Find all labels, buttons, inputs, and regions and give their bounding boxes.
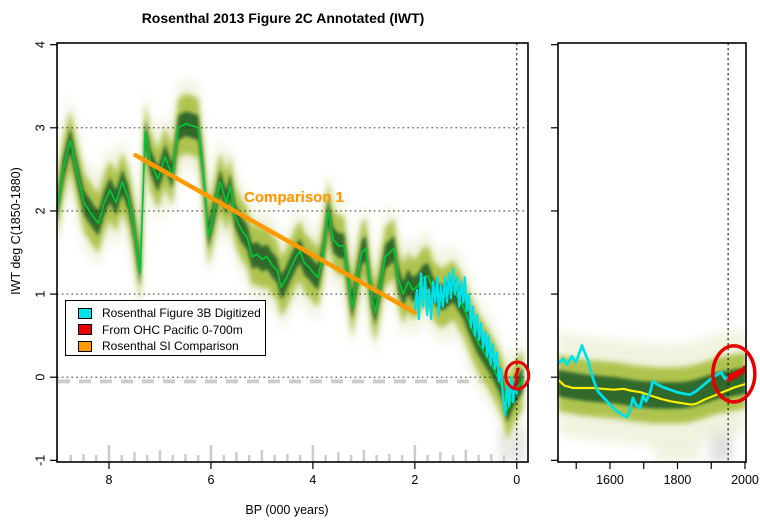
x-tick-label: 1600: [596, 473, 624, 487]
ohc-pacific-line-right: [726, 365, 746, 382]
y-tick-label: -1: [33, 455, 47, 466]
x-tick-label: 2000: [731, 473, 759, 487]
cyan-swatch-icon: [78, 307, 92, 319]
y-tick-label: 2: [33, 207, 47, 214]
holocene-panel: [57, 43, 528, 462]
x-tick-label: 8: [106, 473, 113, 487]
x-tick-label: 4: [309, 473, 316, 487]
legend-item: Rosenthal SI Comparison: [66, 338, 265, 355]
x-axis-title: BP (000 years): [245, 503, 329, 517]
rosenthal-3b-digitized-line: [413, 268, 518, 416]
y-tick-label: 1: [33, 291, 47, 298]
uncertainty-band-inner: [57, 111, 523, 423]
x-tick-label: 6: [207, 473, 214, 487]
red-circle-annotation: [711, 344, 757, 404]
x-tick-label: 1800: [664, 473, 692, 487]
legend-item-label: Rosenthal SI Comparison: [102, 339, 239, 354]
instrumental-yellow-line: [558, 378, 746, 406]
y-tick-label: 3: [33, 124, 47, 131]
legend-item-label: From OHC Pacific 0-700m: [102, 322, 243, 337]
y-axis-title: IWT deg C(1850-1880): [9, 167, 23, 295]
si-comparison-line: [133, 152, 418, 315]
rosenthal-3b-digitized-line-right: [558, 344, 742, 419]
panel-border: [56, 42, 529, 463]
x-tick-label: 0: [513, 473, 520, 487]
instrumental-panel: [558, 43, 746, 462]
orange-swatch-icon: [78, 340, 92, 352]
panel-border: [557, 42, 747, 463]
comparison-annotation: Comparison 1: [244, 189, 345, 206]
legend-item-label: Rosenthal Figure 3B Digitized: [102, 306, 261, 321]
chart-title: Rosenthal 2013 Figure 2C Annotated (IWT): [141, 10, 425, 26]
y-tick-label: 0: [33, 374, 47, 381]
legend-item: From OHC Pacific 0-700m: [66, 322, 265, 339]
x-tick-label: 2: [411, 473, 418, 487]
legend: Rosenthal Figure 3B Digitized From OHC P…: [65, 300, 266, 356]
red-swatch-icon: [78, 324, 92, 336]
ohc-pacific-line: [513, 367, 520, 389]
y-tick-label: 4: [33, 41, 47, 48]
legend-item: Rosenthal Figure 3B Digitized: [66, 305, 265, 322]
red-circle-annotation: [504, 360, 531, 391]
